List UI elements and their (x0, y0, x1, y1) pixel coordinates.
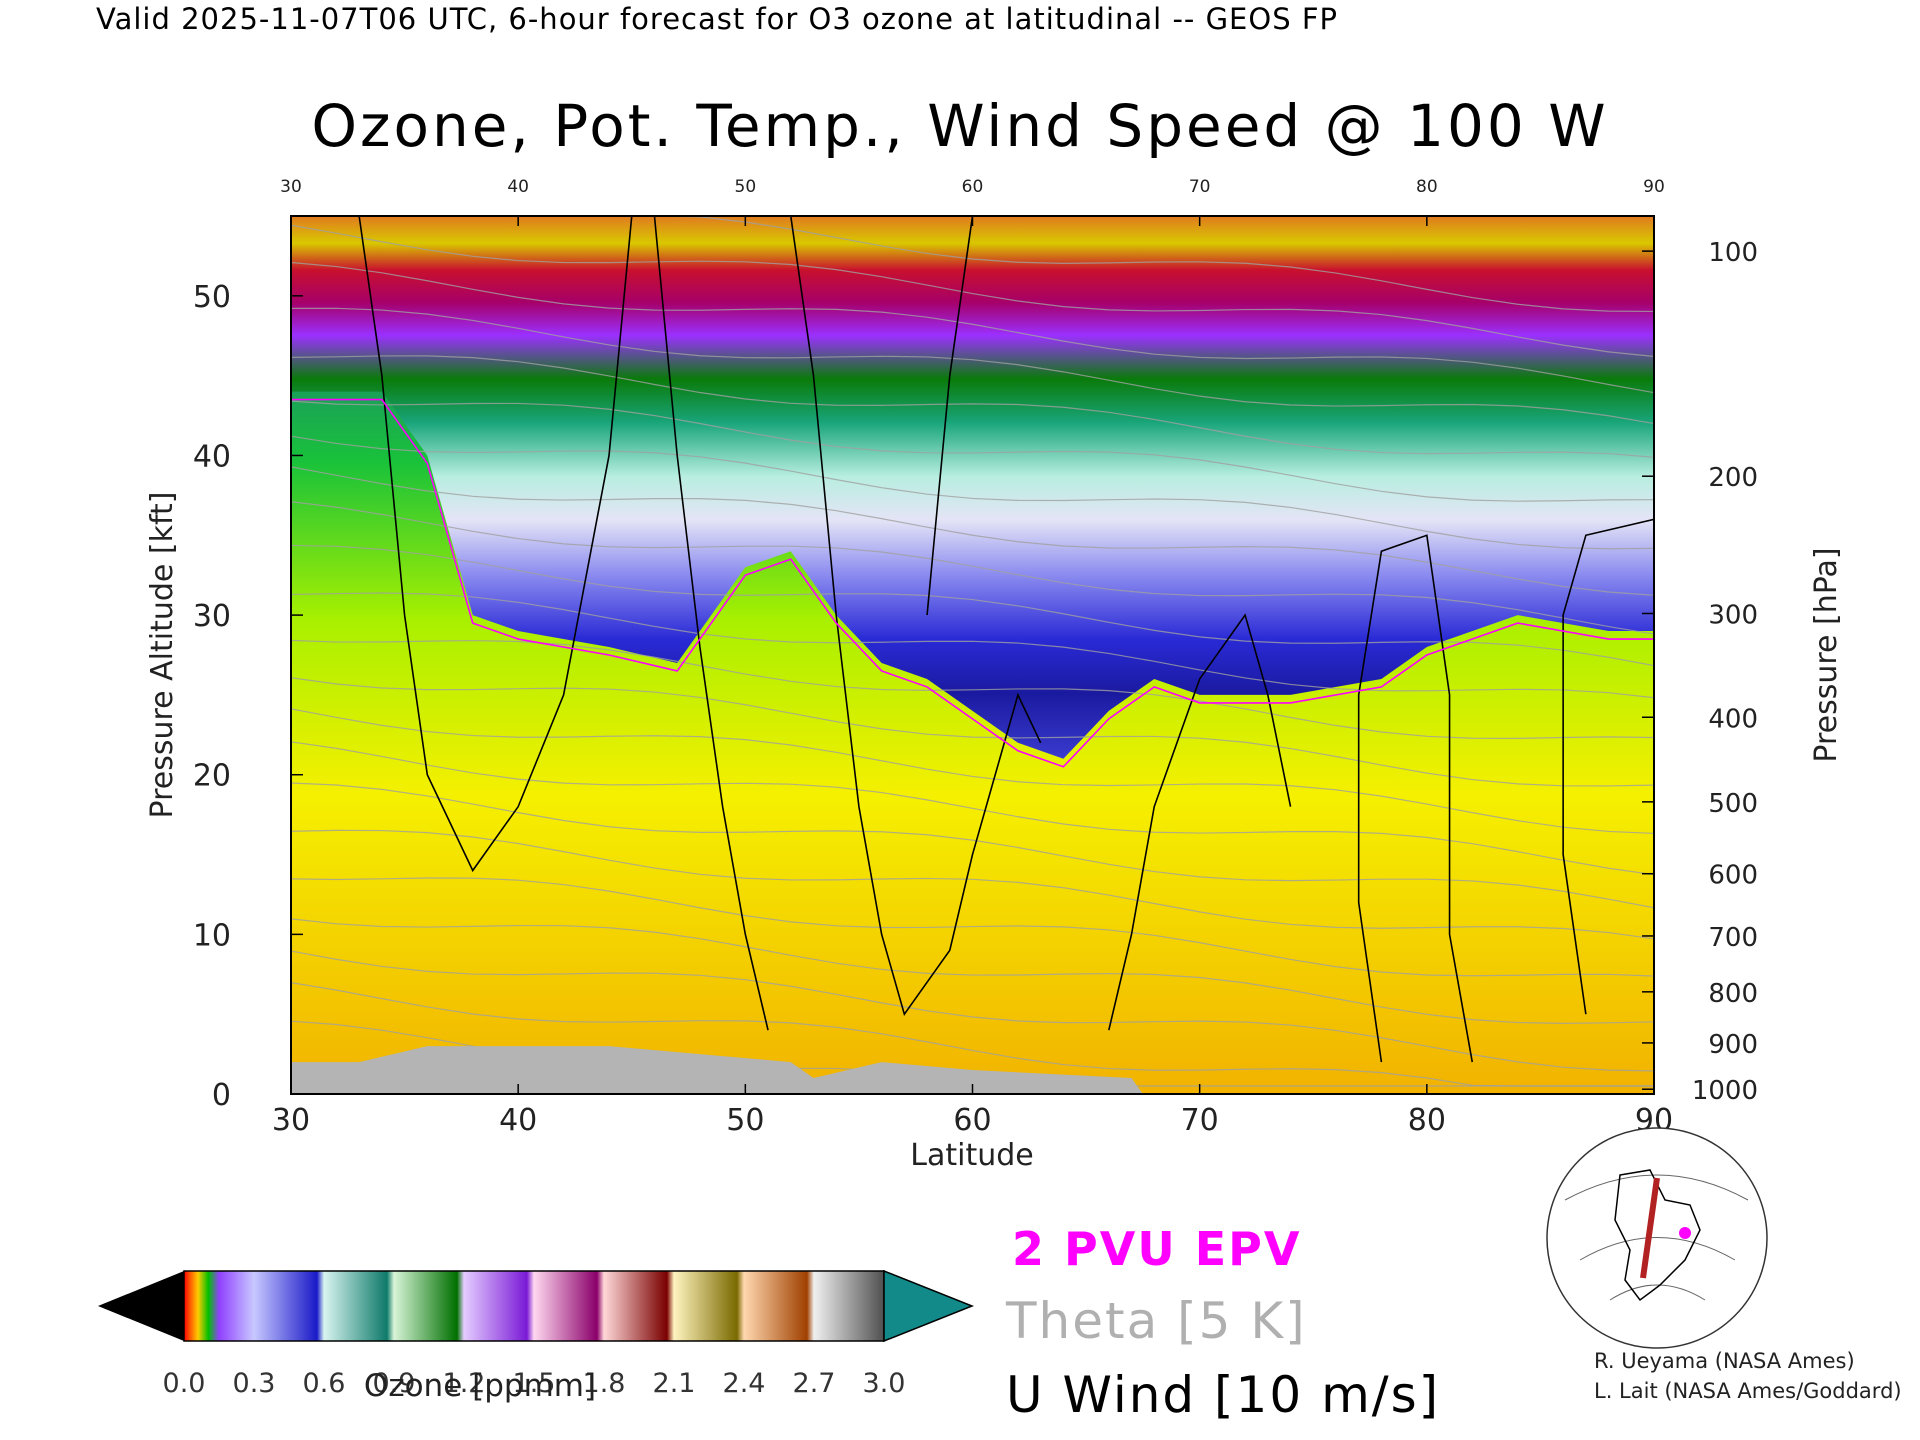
map-latitude-lines (1564, 1174, 1749, 1301)
theta-contour-line (291, 224, 1654, 358)
y-axis-right-label: Pressure [hPa] (1809, 547, 1844, 762)
chart-title: Ozone, Pot. Temp., Wind Speed @ 100 W (311, 92, 1609, 160)
wind-contour-line (789, 216, 1042, 1017)
ozone-field (291, 216, 1654, 1094)
theta-contour-line (291, 981, 1654, 1087)
y-right-tick-label: 100 (1708, 238, 1758, 268)
colorbar-tick-label: 1.5 (513, 1368, 556, 1399)
y-axis-left: 0 10 20 30 40 50 (193, 280, 303, 1113)
y-right-tick-label: 700 (1708, 923, 1758, 953)
x-top-tick-label: 70 (1189, 177, 1211, 197)
y-right-tick-label: 800 (1708, 979, 1758, 1009)
legend-epv: 2 PVU EPV (1012, 1222, 1302, 1276)
theta-contour-line (291, 639, 1654, 739)
colorbar-tick-label: 1.2 (443, 1368, 486, 1399)
theta-contour-line (291, 261, 1654, 394)
y-left-tick-label: 40 (193, 439, 231, 474)
y-right-tick-label: 200 (1708, 463, 1758, 493)
theta-contour-line (291, 592, 1654, 699)
y-right-tick-label: 300 (1708, 600, 1758, 630)
theta-contour-line (291, 782, 1654, 909)
legend-wind: U Wind [10 m/s] (1006, 1366, 1441, 1424)
colorbar-low-arrow (98, 1271, 184, 1341)
x-axis-top: 30 40 50 60 70 80 90 (280, 177, 1665, 226)
legend-theta: Theta [5 K] (1006, 1292, 1307, 1350)
colorbar-bar (183, 1270, 885, 1342)
theta-contour-line (291, 216, 1654, 313)
colorbar-tick-label: 3.0 (863, 1368, 906, 1399)
y-axis-left-label: Pressure Altitude [kft] (145, 492, 180, 819)
theta-contour-line (291, 708, 1654, 835)
colorbar: 0.0 0.3 0.6 0.9 1.2 1.5 1.8 2.1 2.4 2.7 3.0 (98, 1269, 975, 1399)
colorbar-tick-label: 2.4 (723, 1368, 766, 1399)
x-top-tick-label: 40 (507, 177, 529, 197)
y-left-tick-label: 10 (193, 918, 231, 953)
theta-contour-line (291, 544, 1654, 667)
x-tick-label: 40 (499, 1103, 537, 1138)
y-axis-right: 100 200 300 400 500 600 700 800 900 1000 (1642, 238, 1758, 1106)
theta-contour-line (291, 918, 1654, 1024)
colorbar-tick-label: 2.7 (793, 1368, 836, 1399)
wind-contour-line (926, 216, 974, 616)
x-tick-label: 70 (1181, 1103, 1219, 1138)
wind-contour-line (653, 216, 769, 1031)
stratosphere-fill (291, 216, 1654, 759)
x-tick-label: 50 (726, 1103, 764, 1138)
wind-contour-line (1357, 534, 1474, 1063)
theta-contour-line (291, 677, 1654, 787)
theta-contour-line (291, 877, 1654, 977)
theta-contour-line (291, 466, 1654, 596)
x-tick-label: 30 (272, 1103, 310, 1138)
y-left-tick-label: 0 (212, 1078, 231, 1113)
colorbar-tick-label: 1.8 (583, 1368, 626, 1399)
map-section-line (1640, 1177, 1660, 1279)
y-right-tick-label: 600 (1708, 861, 1758, 891)
credit-line-2: L. Lait (NASA Ames/Goddard) (1594, 1379, 1902, 1403)
theta-contour-line (291, 355, 1654, 458)
colorbar-tick-label: 0.6 (303, 1368, 346, 1399)
y-right-tick-label: 400 (1708, 704, 1758, 734)
x-top-tick-label: 50 (735, 177, 757, 197)
credit-line-1: R. Ueyama (NASA Ames) (1594, 1349, 1855, 1373)
theta-contour-line (291, 950, 1654, 1072)
y-right-tick-label: 1000 (1692, 1076, 1758, 1106)
wind-contour-line (358, 216, 633, 873)
locator-map (1546, 1127, 1768, 1349)
y-left-tick-label: 30 (193, 599, 231, 634)
colorbar-label: Ozone [ppmm] (363, 1368, 597, 1404)
colorbar-tick-label: 0.9 (373, 1368, 416, 1399)
map-coastlines (1614, 1169, 1701, 1302)
x-axis-label: Latitude (910, 1138, 1033, 1173)
colorbar-tick-label: 0.3 (233, 1368, 276, 1399)
x-top-tick-label: 80 (1416, 177, 1438, 197)
y-right-tick-label: 900 (1708, 1030, 1758, 1060)
y-right-tick-label: 500 (1708, 789, 1758, 819)
colorbar-tick-label: 0.0 (163, 1368, 206, 1399)
header-valid-time: Valid 2025-11-07T06 UTC, 6-hour forecast… (96, 2, 1339, 36)
wind-contour-line (1108, 613, 1292, 1031)
wind-contour-line (1562, 518, 1654, 1015)
colorbar-ticks: 0.0 0.3 0.6 0.9 1.2 1.5 1.8 2.1 2.4 2.7 3.0 (163, 1368, 906, 1399)
theta-contour-line (291, 307, 1654, 425)
x-axis: 30 40 50 60 70 80 90 (272, 1084, 1673, 1138)
surface-terrain (291, 1046, 1143, 1094)
x-tick-label: 60 (953, 1103, 991, 1138)
theta-contour-line (291, 435, 1654, 550)
colorbar-tick-label: 2.1 (653, 1368, 696, 1399)
x-tick-label: 80 (1408, 1103, 1446, 1138)
colorbar-high-arrow (883, 1269, 975, 1343)
map-location-marker (1679, 1227, 1691, 1239)
epv-contour-line (291, 398, 1654, 768)
y-left-tick-label: 50 (193, 280, 231, 315)
x-top-tick-label: 90 (1643, 177, 1665, 197)
y-left-tick-label: 20 (193, 759, 231, 794)
wind-contours (291, 216, 1654, 1063)
theta-contour-line (291, 501, 1654, 635)
theta-contour-line (291, 829, 1654, 940)
theta-contour-line (291, 400, 1654, 502)
theta-contour-line (291, 741, 1654, 876)
x-top-tick-label: 60 (962, 177, 984, 197)
x-top-tick-label: 30 (280, 177, 302, 197)
